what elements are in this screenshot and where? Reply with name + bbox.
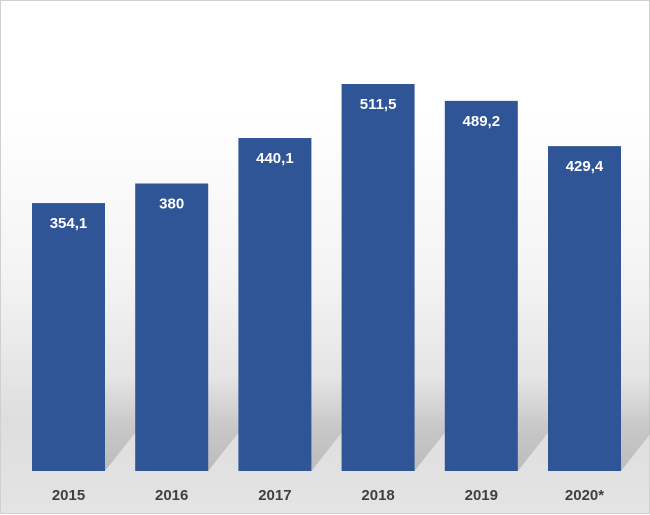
data-label: 380 bbox=[159, 195, 184, 212]
x-tick-label: 2019 bbox=[465, 487, 498, 504]
data-label: 440,1 bbox=[256, 150, 294, 167]
bar-2020-est bbox=[548, 146, 621, 472]
x-tick-label: 2016 bbox=[155, 487, 188, 504]
bar-2015 bbox=[32, 203, 105, 471]
x-tick-label: 2017 bbox=[258, 487, 291, 504]
bar-2016 bbox=[135, 183, 209, 471]
data-label: 429,4 bbox=[566, 158, 604, 175]
bar-2018 bbox=[341, 84, 415, 471]
bar-2019 bbox=[444, 100, 518, 472]
bar-2017 bbox=[238, 138, 312, 471]
data-label: 511,5 bbox=[360, 96, 397, 113]
x-tick-label: 2020* bbox=[565, 487, 604, 504]
x-tick-label: 2015 bbox=[52, 487, 85, 504]
x-tick-label: 2018 bbox=[361, 487, 394, 504]
data-label: 354,1 bbox=[50, 215, 88, 232]
data-label: 489,2 bbox=[463, 113, 501, 130]
